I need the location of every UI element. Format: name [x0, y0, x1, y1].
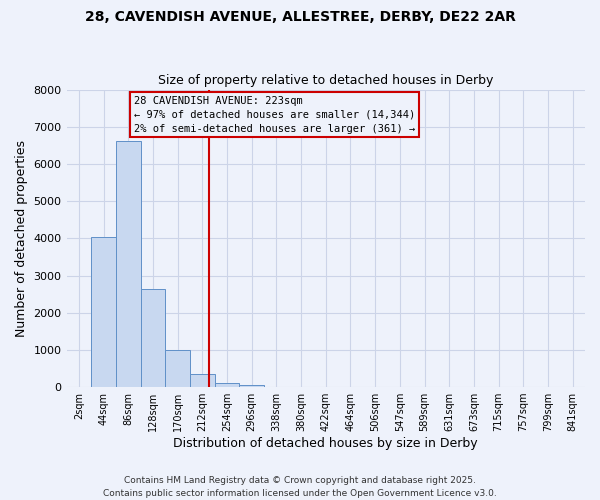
Bar [116, 140, 140, 387]
Bar [91, 237, 116, 387]
Bar [239, 385, 264, 387]
Bar [215, 384, 239, 387]
X-axis label: Distribution of detached houses by size in Derby: Distribution of detached houses by size … [173, 437, 478, 450]
Bar [190, 374, 215, 387]
Text: 28 CAVENDISH AVENUE: 223sqm
← 97% of detached houses are smaller (14,344)
2% of : 28 CAVENDISH AVENUE: 223sqm ← 97% of det… [134, 96, 415, 134]
Title: Size of property relative to detached houses in Derby: Size of property relative to detached ho… [158, 74, 493, 87]
Y-axis label: Number of detached properties: Number of detached properties [15, 140, 28, 337]
Text: 28, CAVENDISH AVENUE, ALLESTREE, DERBY, DE22 2AR: 28, CAVENDISH AVENUE, ALLESTREE, DERBY, … [85, 10, 515, 24]
Bar [165, 350, 190, 387]
Text: Contains HM Land Registry data © Crown copyright and database right 2025.
Contai: Contains HM Land Registry data © Crown c… [103, 476, 497, 498]
Bar [140, 288, 165, 387]
